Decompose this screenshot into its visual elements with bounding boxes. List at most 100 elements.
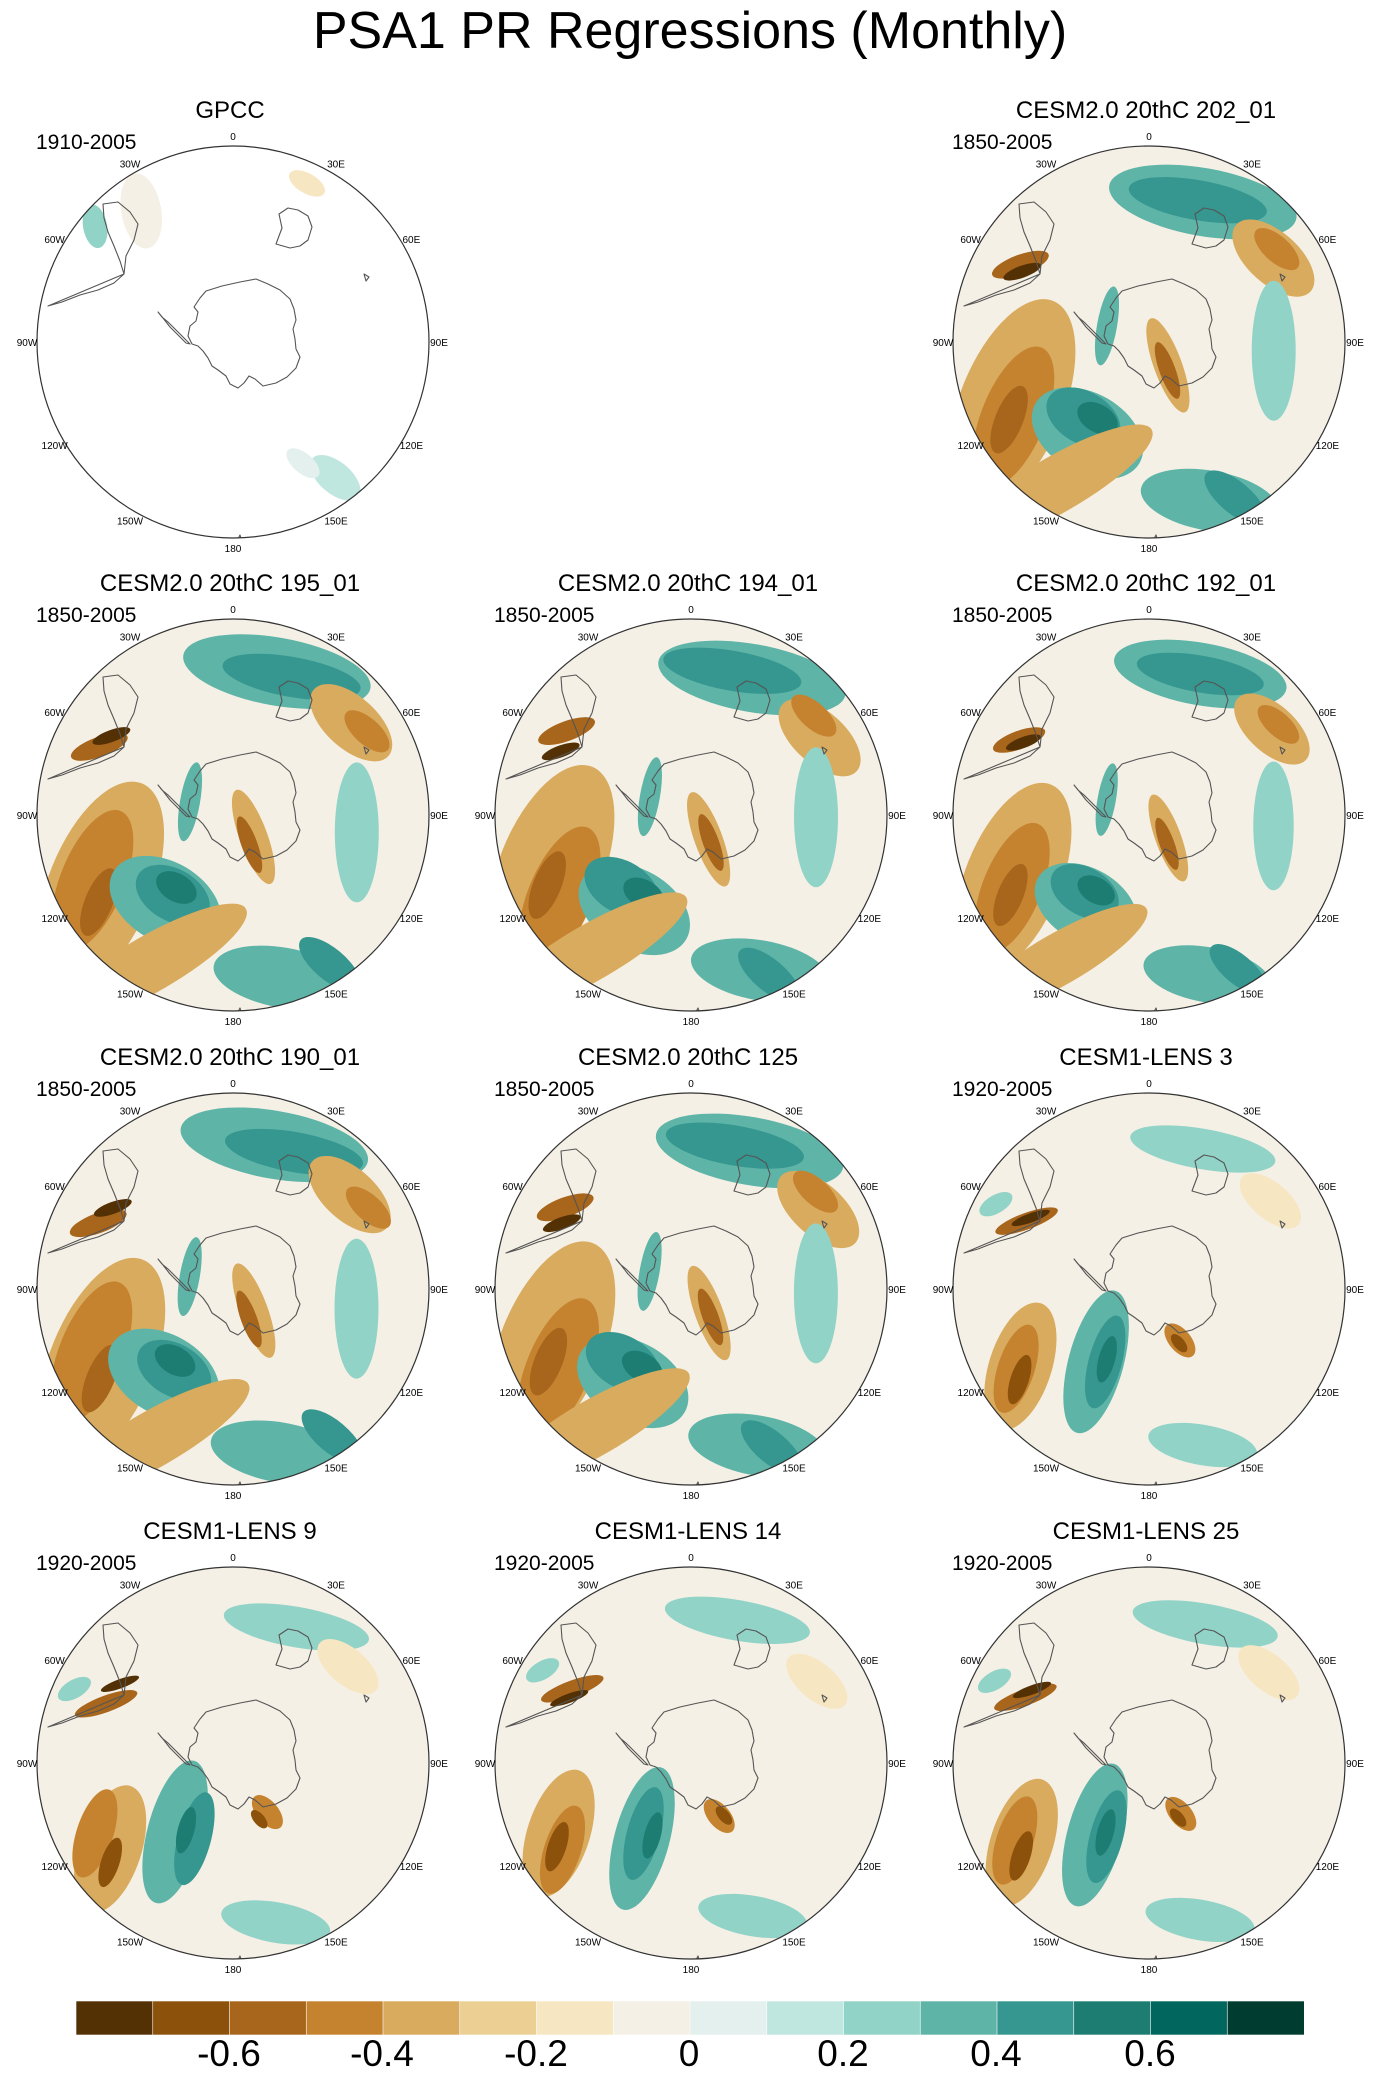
- africa-coastline: [275, 1154, 313, 1196]
- kerguelen-coastline: [821, 1694, 828, 1703]
- longitude-label: 60E: [1319, 708, 1337, 719]
- tasmania-coastline: [342, 1983, 354, 1987]
- map-field: [37, 1567, 429, 1987]
- longitude-label: 150W: [117, 516, 144, 527]
- polar-map: 0 30E 60E 90E 120E 150E 180 150W 120W 90W 60W 30W: [17, 605, 449, 1028]
- colorbar-swatch: [382, 2001, 461, 2035]
- longitude-label: 90E: [430, 338, 448, 349]
- longitude-label: 120W: [42, 914, 69, 925]
- antarctic-peninsula-coastline: [615, 784, 649, 818]
- kerguelen-coastline: [821, 746, 828, 755]
- anomaly-contour: [93, 1199, 132, 1217]
- longitude-label: 150W: [1033, 516, 1060, 527]
- panel-title: CESM2.0 20thC 194_01: [557, 570, 819, 597]
- panel-title: CESM2.0 20thC 125: [577, 1044, 799, 1071]
- longitude-label: 30E: [327, 1107, 345, 1118]
- longitude-label: 60W: [960, 1182, 981, 1193]
- longitude-label: 60E: [1319, 1182, 1337, 1193]
- longitude-label: 90E: [1346, 338, 1364, 349]
- anomaly-contour: [1077, 401, 1118, 435]
- map-field: [37, 146, 429, 538]
- longitude-label: 30E: [327, 1581, 345, 1592]
- africa-coastline: [733, 680, 771, 722]
- map-background: [37, 146, 429, 538]
- antarctica-coastline: [187, 751, 301, 862]
- longitude-label: 150E: [782, 1937, 806, 1948]
- map-boundary: [494, 1092, 888, 1486]
- tasmania-coastline: [800, 1983, 812, 1987]
- map-panel: 0 30E 60E 90E 120E 150E 180 150W 120W 90W 60W 30W CE…: [916, 96, 1376, 566]
- colorbar-swatch: [689, 2001, 768, 2035]
- colorbar-swatch: [229, 2001, 308, 2035]
- anomaly-contour: [1011, 1209, 1050, 1227]
- anomaly-contour: [536, 1193, 594, 1222]
- map-boundary: [952, 1092, 1346, 1486]
- longitude-label: 120W: [958, 1862, 985, 1873]
- anomaly-contour: [345, 1186, 391, 1229]
- anomaly-contour: [1253, 761, 1294, 891]
- longitude-label: 30W: [578, 1107, 599, 1118]
- antarctic-peninsula-coastline: [157, 1258, 191, 1292]
- anomaly-contour: [1238, 1645, 1300, 1701]
- anomaly-contour: [51, 809, 134, 952]
- africa-coastline: [1191, 680, 1229, 722]
- longitude-label: 30W: [1036, 633, 1057, 644]
- anomaly-contour: [977, 1668, 1012, 1693]
- longitude-label: 60E: [403, 235, 421, 246]
- longitude-label: 30W: [1036, 1581, 1057, 1592]
- longitude-label: 60W: [44, 1182, 65, 1193]
- longitude-label: 180: [1141, 1491, 1158, 1502]
- anomaly-contour: [1003, 262, 1042, 281]
- anomaly-contour: [698, 814, 724, 871]
- antarctica-coastline: [187, 278, 301, 389]
- panel-period: 1910-2005: [36, 131, 137, 154]
- longitude-label: 60E: [861, 1182, 879, 1193]
- kerguelen-coastline: [1279, 273, 1286, 282]
- map-boundary: [36, 1566, 430, 1960]
- anomaly-contour: [82, 204, 108, 249]
- map-panel: 0 30E 60E 90E 120E 150E 180 150W 120W 90W 60W 30W CE…: [458, 1517, 918, 1987]
- longitude-label: 0: [230, 1079, 236, 1090]
- panel-title: CESM1-LENS 14: [594, 1518, 782, 1545]
- polar-map: 0 30E 60E 90E 120E 150E 180 150W 120W 90W 60W 30W: [933, 132, 1365, 555]
- map-panel: 0 30E 60E 90E 120E 150E 180 150W 120W 90W 60W 30W CE…: [916, 569, 1376, 1039]
- anomaly-contour: [1251, 280, 1296, 421]
- longitude-label: 90E: [1346, 1285, 1364, 1296]
- longitude-label: 60E: [403, 1656, 421, 1667]
- south-america-coastline: [47, 201, 139, 307]
- anomaly-contour: [1096, 1336, 1117, 1383]
- panel-period: 1920-2005: [952, 1078, 1053, 1101]
- anomaly-contour: [310, 454, 361, 501]
- colorbar-tick-label: -0.2: [504, 2033, 568, 2074]
- anomaly-contour: [990, 385, 1028, 454]
- polar-map: 0 30E 60E 90E 120E 150E 180 150W 120W 90W 60W 30W: [17, 1553, 449, 1987]
- tasmania-coastline: [800, 1035, 812, 1039]
- longitude-label: 30E: [1243, 633, 1261, 644]
- map-panel: 0 30E 60E 90E 120E 150E 180 150W 120W 90W 60W 30W CE…: [916, 1043, 1376, 1513]
- anomaly-contour: [545, 1822, 569, 1872]
- longitude-label: 90E: [430, 811, 448, 822]
- longitude-label: 30W: [578, 1581, 599, 1592]
- antarctic-peninsula-coastline: [1073, 311, 1107, 345]
- longitude-label: 180: [1141, 1017, 1158, 1028]
- map-boundary: [952, 1566, 1346, 1960]
- longitude-label: 120E: [1316, 1862, 1340, 1873]
- africa-coastline: [733, 1628, 771, 1670]
- antarctic-peninsula-coastline: [1073, 1732, 1107, 1766]
- map-boundary: [36, 618, 430, 1012]
- longitude-label: 60W: [502, 708, 523, 719]
- polar-map: 0 30E 60E 90E 120E 150E 180 150W 120W 90W 60W 30W: [475, 605, 907, 1039]
- longitude-label: 150E: [324, 516, 348, 527]
- longitude-label: 90E: [430, 1285, 448, 1296]
- colorbar-swatch: [152, 2001, 231, 2035]
- map-boundary: [952, 145, 1346, 539]
- longitude-label: 120W: [958, 1388, 985, 1399]
- longitude-label: 30E: [785, 633, 803, 644]
- colorbar-swatch: [766, 2001, 845, 2035]
- longitude-label: 0: [688, 1553, 694, 1564]
- map-field: [953, 1567, 1345, 1959]
- anomaly-contour: [288, 170, 326, 197]
- anomaly-contour: [792, 1170, 839, 1213]
- panel-period: 1850-2005: [36, 604, 137, 627]
- anomaly-contour: [1155, 817, 1179, 870]
